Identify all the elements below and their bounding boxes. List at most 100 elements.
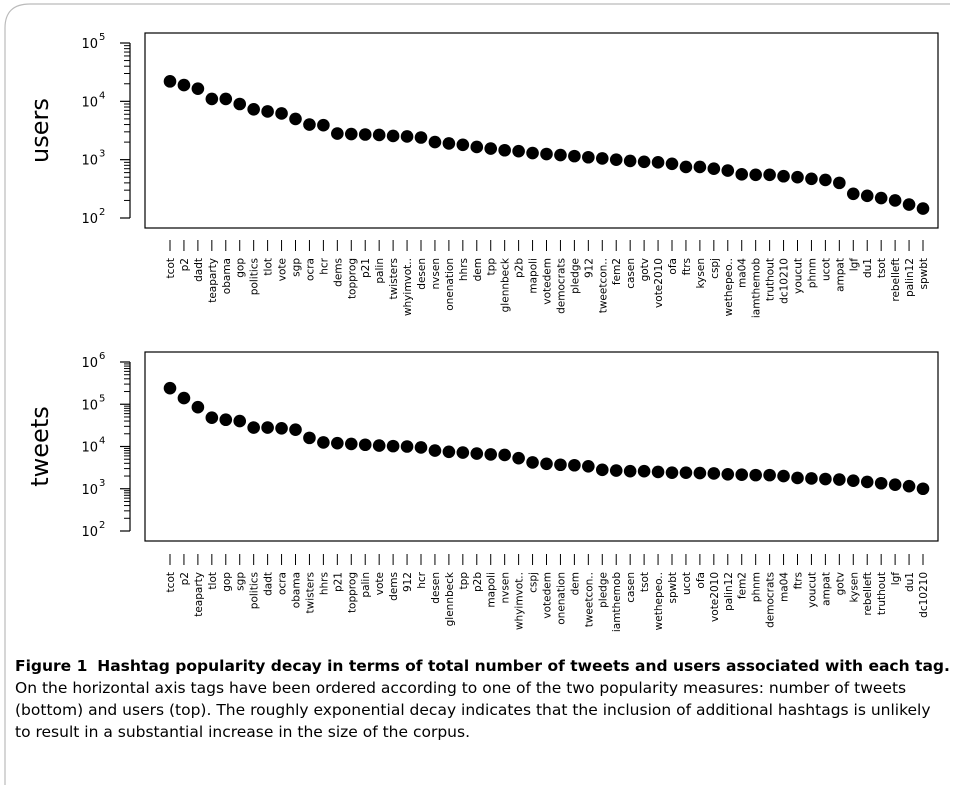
x-tick-label: desen	[416, 258, 428, 290]
y-tick-exponent: 4	[99, 90, 105, 101]
data-point	[833, 473, 846, 486]
data-point	[860, 189, 874, 203]
data-point	[665, 157, 679, 171]
data-point	[317, 118, 330, 132]
x-tick-label: kysen	[848, 572, 860, 603]
y-tick-exponent: 3	[99, 478, 105, 489]
data-point	[791, 170, 804, 184]
data-point	[735, 468, 749, 482]
x-tick-label: votedem	[542, 258, 554, 305]
x-tick-label: mapoli	[528, 258, 540, 294]
x-tick-label: twisters	[388, 258, 400, 299]
data-point	[777, 469, 790, 483]
data-point	[191, 400, 205, 414]
data-point	[358, 128, 372, 141]
figure-border	[4, 3, 950, 785]
x-tick-label: tcot	[165, 572, 177, 592]
data-point	[595, 152, 609, 165]
data-point	[777, 169, 790, 183]
x-tick-label: casen	[625, 258, 637, 289]
data-point	[763, 468, 776, 482]
y-axis-title: users	[26, 98, 54, 163]
x-tick-label: onenation	[444, 258, 456, 311]
data-point	[791, 471, 804, 485]
data-point	[595, 463, 609, 477]
x-tick-label: mapoli	[486, 572, 498, 608]
x-tick-label: politics	[249, 572, 261, 609]
x-tick-label: palin12	[904, 258, 916, 297]
data-point	[902, 198, 916, 211]
x-tick-label: youcut	[793, 258, 805, 294]
x-tick-label: dadt	[193, 258, 205, 282]
data-point	[651, 156, 665, 169]
data-point	[470, 140, 484, 154]
data-point	[526, 146, 539, 160]
x-tick-label: dems	[332, 258, 344, 287]
x-tick-label: ma04	[737, 258, 749, 288]
data-point	[205, 411, 219, 425]
x-tick-label: gotv	[834, 572, 846, 595]
data-point	[568, 149, 581, 163]
data-point	[261, 105, 274, 118]
x-tick-label: votedem	[542, 572, 554, 619]
x-tick-label: spwbt	[667, 572, 679, 604]
x-tick-label: phnm	[806, 258, 818, 288]
x-tick-label: vote	[277, 258, 289, 281]
x-tick-label: p2b	[472, 572, 484, 592]
data-point	[916, 202, 930, 215]
caption-title: Hashtag popularity decay in terms of tot…	[97, 657, 950, 675]
data-point	[846, 187, 860, 201]
x-tick-label: glennbeck	[500, 257, 512, 312]
y-tick-label: 10	[81, 154, 98, 169]
data-point	[721, 467, 735, 481]
data-point	[498, 448, 511, 462]
data-point	[372, 439, 386, 452]
data-point	[163, 75, 177, 88]
data-point	[651, 465, 665, 479]
data-point	[805, 172, 818, 186]
data-point	[400, 130, 414, 143]
data-point	[512, 144, 525, 158]
x-tick-label: nvsen	[430, 258, 442, 289]
x-tick-label: iamthemob	[751, 258, 763, 318]
data-point	[637, 464, 651, 478]
data-point	[860, 475, 874, 489]
x-tick-label: desen	[430, 572, 442, 604]
data-point	[177, 391, 191, 405]
data-point	[191, 82, 205, 95]
data-point	[735, 168, 749, 181]
data-point	[819, 173, 832, 187]
caption-label: Figure 1	[15, 657, 88, 675]
x-tick-label: hhrs	[318, 572, 330, 595]
data-point	[721, 164, 735, 177]
data-point	[679, 466, 693, 479]
data-point	[902, 479, 916, 493]
x-tick-label: pledge	[569, 258, 581, 294]
x-tick-label: nvsen	[500, 572, 512, 603]
y-tick-exponent: 2	[99, 520, 105, 531]
data-point	[526, 456, 539, 469]
x-tick-label: iamthemob	[611, 572, 623, 632]
x-tick-label: tsot	[876, 258, 888, 278]
x-tick-label: p2	[179, 258, 191, 271]
x-tick-label: gop	[235, 258, 247, 278]
data-point	[303, 431, 316, 445]
data-point	[707, 162, 721, 176]
data-point	[484, 142, 498, 155]
x-tick-label: onenation	[555, 572, 567, 625]
data-point	[372, 128, 386, 142]
x-tick-label: tweetcon..	[583, 572, 595, 627]
data-point	[609, 153, 623, 166]
y-tick-label: 10	[81, 525, 98, 540]
x-tick-label: democrats	[555, 258, 567, 314]
data-point	[428, 444, 442, 457]
x-tick-label: teaparty	[193, 572, 205, 617]
x-tick-label: whyimvot..	[402, 258, 414, 316]
data-point	[289, 423, 302, 436]
data-point	[665, 466, 679, 479]
data-point	[874, 191, 888, 205]
x-tick-label: tweetcon..	[597, 258, 609, 313]
